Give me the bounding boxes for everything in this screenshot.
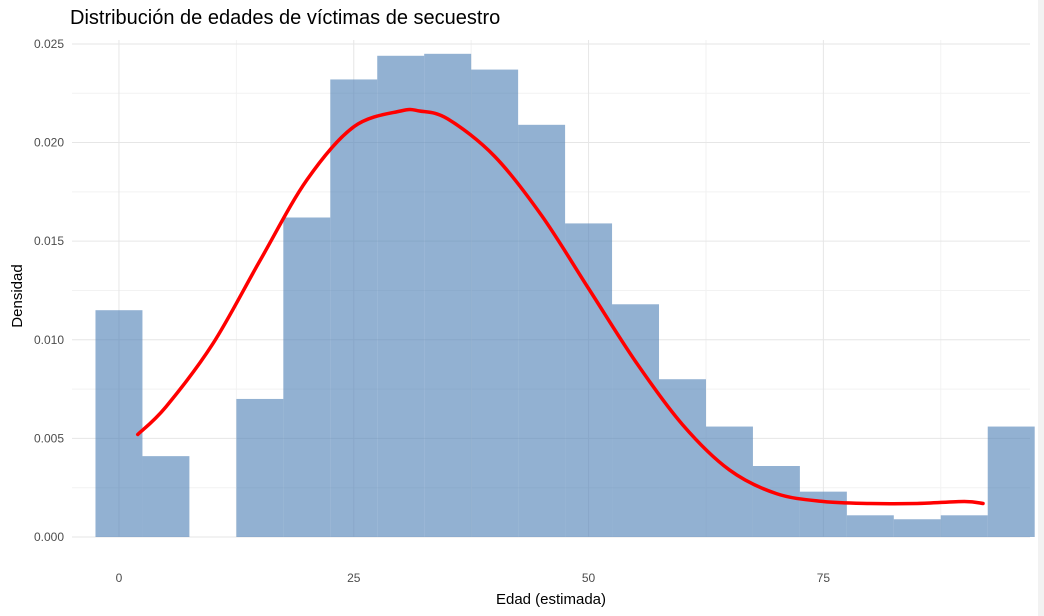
histogram-bar <box>518 124 566 538</box>
histogram-bar <box>752 466 800 537</box>
density-curve-group <box>135 107 985 506</box>
y-axis-title: Densidad <box>9 264 26 327</box>
histogram-bar <box>95 310 143 537</box>
histogram-bar <box>424 53 472 538</box>
x-axis-ticks: 0 25 50 75 <box>116 571 831 585</box>
histogram-bar <box>330 79 378 537</box>
y-axis-ticks: 0.000 0.005 0.010 0.015 0.020 0.025 <box>34 37 64 544</box>
histogram-bar <box>236 398 284 537</box>
x-tick-label: 25 <box>347 571 361 585</box>
histogram-bar <box>940 515 988 537</box>
y-tick-label: 0.015 <box>34 234 64 248</box>
y-tick-label: 0.005 <box>34 431 64 445</box>
y-tick-label: 0.010 <box>34 333 64 347</box>
histogram-bar <box>377 55 425 538</box>
x-tick-label: 0 <box>116 571 123 585</box>
y-tick-label: 0.000 <box>34 530 64 544</box>
y-tick-label: 0.025 <box>34 37 64 51</box>
density-curve <box>135 107 985 506</box>
histogram-bar <box>471 69 519 537</box>
window-scroll-edge <box>1038 0 1044 616</box>
x-axis-title: Edad (estimada) <box>496 591 606 608</box>
histogram-bars <box>95 53 1035 538</box>
histogram-bar <box>893 519 941 537</box>
histogram-bar <box>846 515 894 537</box>
chart-title: Distribución de edades de víctimas de se… <box>70 7 500 29</box>
histogram-bar <box>612 304 660 537</box>
histogram-bar <box>987 426 1035 537</box>
histogram-bar <box>283 217 331 537</box>
y-tick-label: 0.020 <box>34 136 64 150</box>
histogram-bar <box>565 223 613 537</box>
x-tick-label: 50 <box>582 571 596 585</box>
x-tick-label: 75 <box>817 571 831 585</box>
histogram-bar <box>142 456 190 537</box>
